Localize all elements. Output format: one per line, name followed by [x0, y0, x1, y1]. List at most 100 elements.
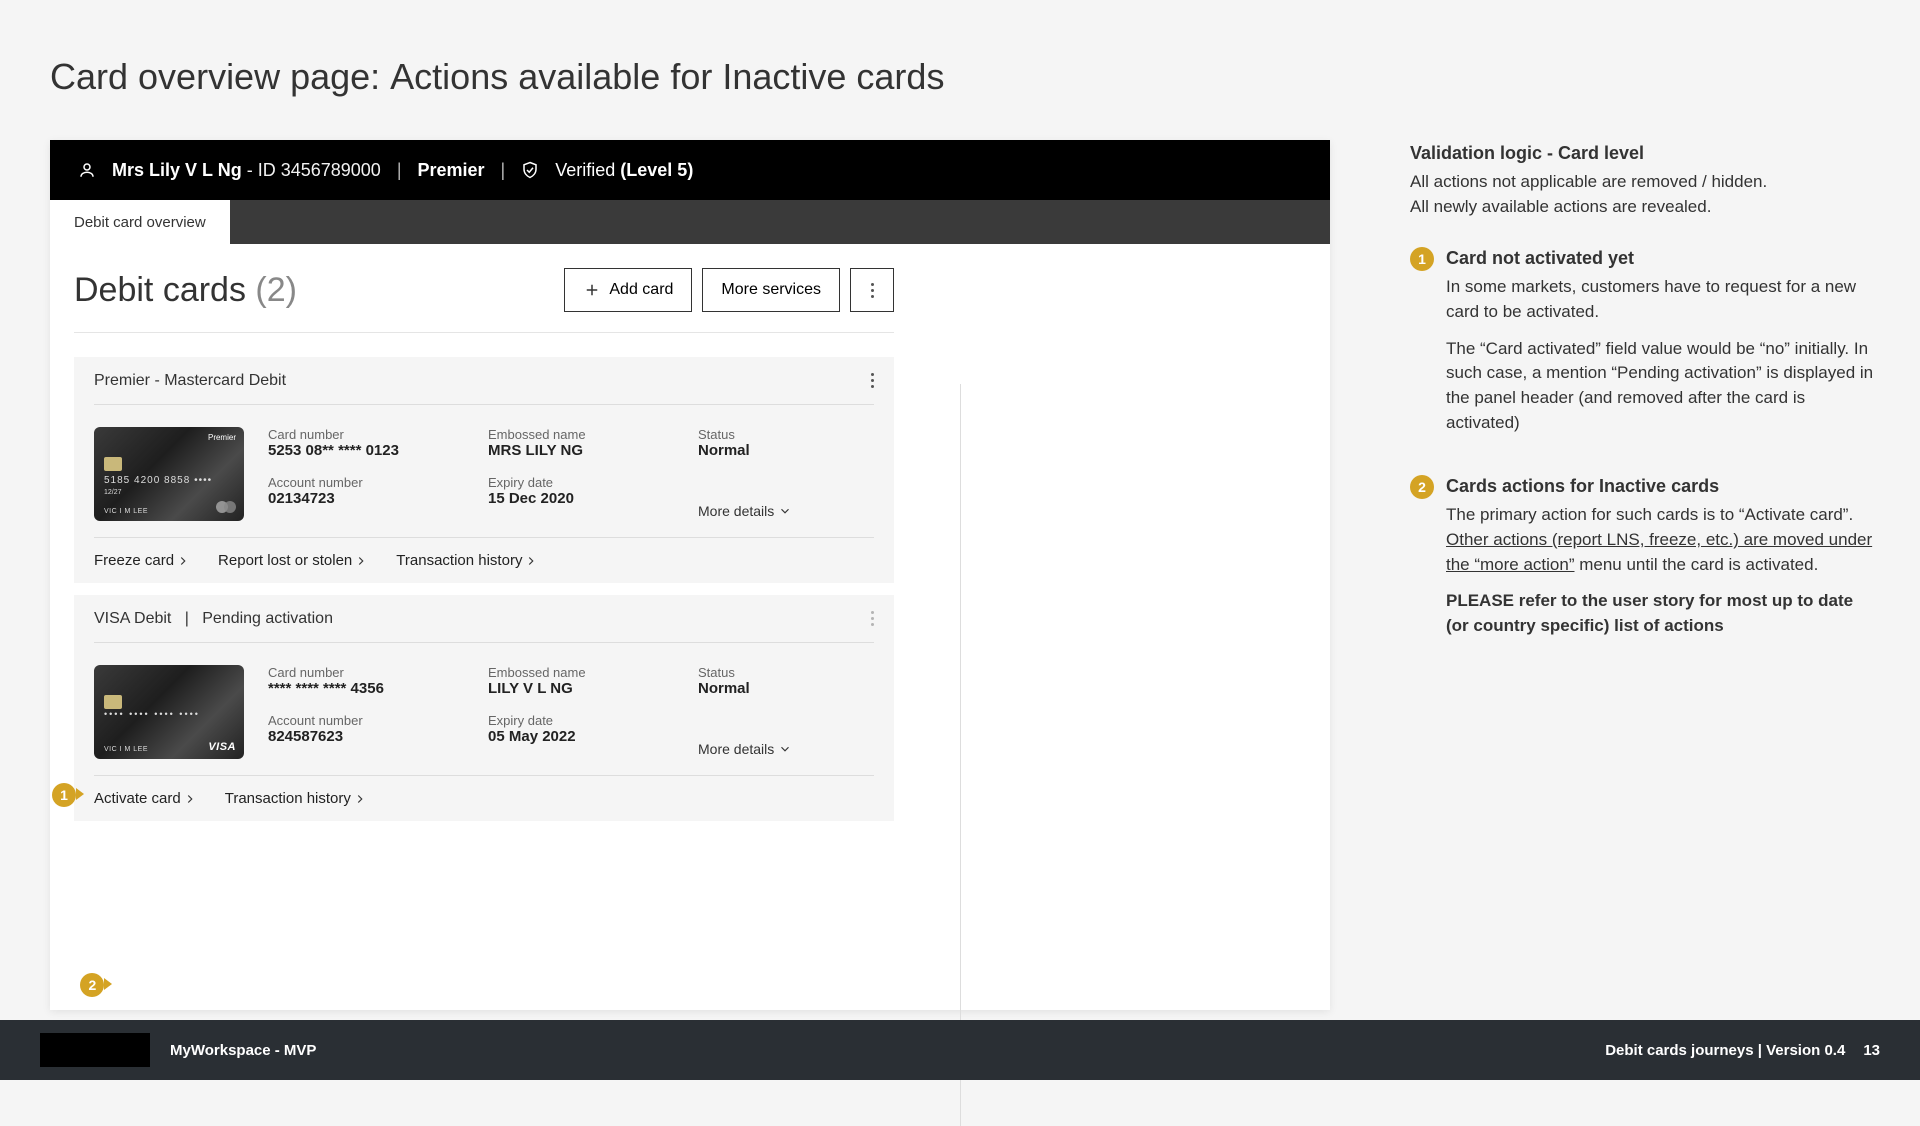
- account-number-value: 824587623: [268, 728, 478, 745]
- customer-tier: Premier: [418, 160, 485, 181]
- more-services-button[interactable]: More services: [702, 268, 840, 312]
- card-panel: VISA Debit | Pending activation •••• •••…: [74, 595, 894, 821]
- annotation-text: PLEASE refer to the user story for most …: [1446, 589, 1880, 638]
- expiry-value: 05 May 2022: [488, 728, 688, 745]
- field-label: Card number: [268, 427, 478, 442]
- chevron-right-icon: [524, 554, 538, 568]
- annotation-badge-1: 1: [52, 781, 76, 807]
- freeze-card-link[interactable]: Freeze card: [94, 552, 190, 569]
- annotation-1: 1 Card not activated yet In some markets…: [1410, 245, 1880, 447]
- annotation-heading: Cards actions for Inactive cards: [1446, 473, 1880, 499]
- field-label: Embossed name: [488, 665, 688, 680]
- field-label: Account number: [268, 475, 478, 490]
- tab-debit-overview[interactable]: Debit card overview: [50, 200, 230, 244]
- tab-label: Debit card overview: [74, 214, 206, 231]
- user-icon: [78, 161, 96, 179]
- slide-title-bold: Actions available for Inactive cards: [390, 56, 944, 97]
- panel-head: VISA Debit | Pending activation: [94, 595, 874, 643]
- footer-right: Debit cards journeys | Version 0.4: [1605, 1042, 1845, 1059]
- field-label: Expiry date: [488, 475, 688, 490]
- chevron-right-icon: [353, 792, 367, 806]
- annotation-2: 2 Cards actions for Inactive cards The p…: [1410, 473, 1880, 650]
- report-lost-link[interactable]: Report lost or stolen: [218, 552, 368, 569]
- separator: |: [397, 160, 402, 181]
- card-fields: Card number**** **** **** 4356 Embossed …: [268, 665, 874, 759]
- shield-icon: [521, 161, 539, 179]
- card-body: Premier 5185 4200 8858 •••• 12/27 VIC I …: [94, 405, 874, 538]
- card-number-value: 5253 08** **** 0123: [268, 442, 478, 459]
- annotation-text: All actions not applicable are removed /…: [1410, 170, 1880, 195]
- expiry-value: 15 Dec 2020: [488, 490, 688, 507]
- overflow-button[interactable]: [850, 268, 894, 312]
- transaction-history-link[interactable]: Transaction history: [225, 790, 367, 807]
- field-label: Status: [698, 427, 868, 442]
- panel-title: Premier - Mastercard Debit: [94, 372, 286, 390]
- field-label: Embossed name: [488, 427, 688, 442]
- page-number: 13: [1863, 1042, 1880, 1059]
- card-art-exp: 12/27: [104, 489, 122, 496]
- chevron-right-icon: [183, 792, 197, 806]
- more-vertical-icon[interactable]: [871, 611, 874, 626]
- status-value: Normal: [698, 680, 868, 697]
- chevron-down-icon: [778, 742, 792, 756]
- card-art-number: •••• •••• •••• ••••: [104, 709, 200, 719]
- annotation-badge-2: 2: [80, 971, 104, 997]
- visa-icon: VISA: [208, 741, 236, 753]
- annotation-text: In some markets, customers have to reque…: [1446, 275, 1880, 324]
- card-art-number: 5185 4200 8858 ••••: [104, 475, 212, 486]
- annotation-text: All newly available actions are revealed…: [1410, 195, 1880, 220]
- panel-actions: Activate card Transaction history: [94, 776, 874, 807]
- panel-actions: Freeze card Report lost or stolen Transa…: [94, 538, 874, 569]
- app-header: Mrs Lily V L Ng - ID 3456789000 | Premie…: [50, 140, 1330, 200]
- mastercard-icon: [216, 501, 236, 515]
- annotation-text: The “Card activated” field value would b…: [1446, 337, 1880, 436]
- more-vertical-icon[interactable]: [871, 373, 874, 388]
- transaction-history-link[interactable]: Transaction history: [396, 552, 538, 569]
- card-art: •••• •••• •••• •••• VIC I M LEE VISA: [94, 665, 244, 759]
- annotation-heading: Validation logic - Card level: [1410, 140, 1880, 166]
- card-body: •••• •••• •••• •••• VIC I M LEE VISA Car…: [94, 643, 874, 776]
- field-label: Card number: [268, 665, 478, 680]
- page-actions: Add card More services: [564, 268, 894, 312]
- field-label: Account number: [268, 713, 478, 728]
- annotation-heading: Card not activated yet: [1446, 245, 1880, 271]
- card-brand-text: Premier: [208, 433, 236, 442]
- verified-label: Verified (Level 5): [555, 160, 693, 181]
- page-title: Debit cards (2): [74, 271, 297, 310]
- chevron-right-icon: [176, 554, 190, 568]
- card-panel: Premier - Mastercard Debit Premier 5185 …: [74, 357, 894, 583]
- app-frame: Mrs Lily V L Ng - ID 3456789000 | Premie…: [50, 140, 1330, 1010]
- more-services-label: More services: [721, 281, 821, 299]
- card-art-holder: VIC I M LEE: [104, 746, 148, 753]
- card-art: Premier 5185 4200 8858 •••• 12/27 VIC I …: [94, 427, 244, 521]
- activate-card-link[interactable]: Activate card: [94, 790, 197, 807]
- more-details-link[interactable]: More details: [698, 741, 792, 757]
- more-details-link[interactable]: More details: [698, 503, 792, 519]
- annotation-text: The primary action for such cards is to …: [1446, 503, 1880, 577]
- add-card-button[interactable]: Add card: [564, 268, 692, 312]
- annotation-validation: Validation logic - Card level All action…: [1410, 140, 1880, 219]
- chevron-right-icon: [354, 554, 368, 568]
- slide-title-prefix: Card overview page:: [50, 56, 390, 97]
- plus-icon: [583, 281, 601, 299]
- divider: [960, 384, 961, 1126]
- status-value: Normal: [698, 442, 868, 459]
- card-fields: Card number5253 08** **** 0123 Embossed …: [268, 427, 874, 521]
- customer-id: - ID 3456789000: [242, 160, 381, 180]
- tab-strip: Debit card overview: [50, 200, 1330, 244]
- annotation-badge: 1: [1410, 247, 1434, 271]
- more-vertical-icon: [871, 283, 874, 298]
- panel-head: Premier - Mastercard Debit: [94, 357, 874, 405]
- card-art-holder: VIC I M LEE: [104, 508, 148, 515]
- logo-placeholder: [40, 1033, 150, 1067]
- field-label: Expiry date: [488, 713, 688, 728]
- embossed-name-value: MRS LILY NG: [488, 442, 688, 459]
- chip-icon: [104, 457, 122, 471]
- page-head: Debit cards (2) Add card More services: [74, 268, 894, 333]
- separator: |: [176, 610, 198, 627]
- add-card-label: Add card: [609, 281, 673, 299]
- chevron-down-icon: [778, 504, 792, 518]
- footer-left: MyWorkspace - MVP: [170, 1042, 316, 1059]
- annotations-column: Validation logic - Card level All action…: [1410, 140, 1880, 677]
- field-label: Status: [698, 665, 868, 680]
